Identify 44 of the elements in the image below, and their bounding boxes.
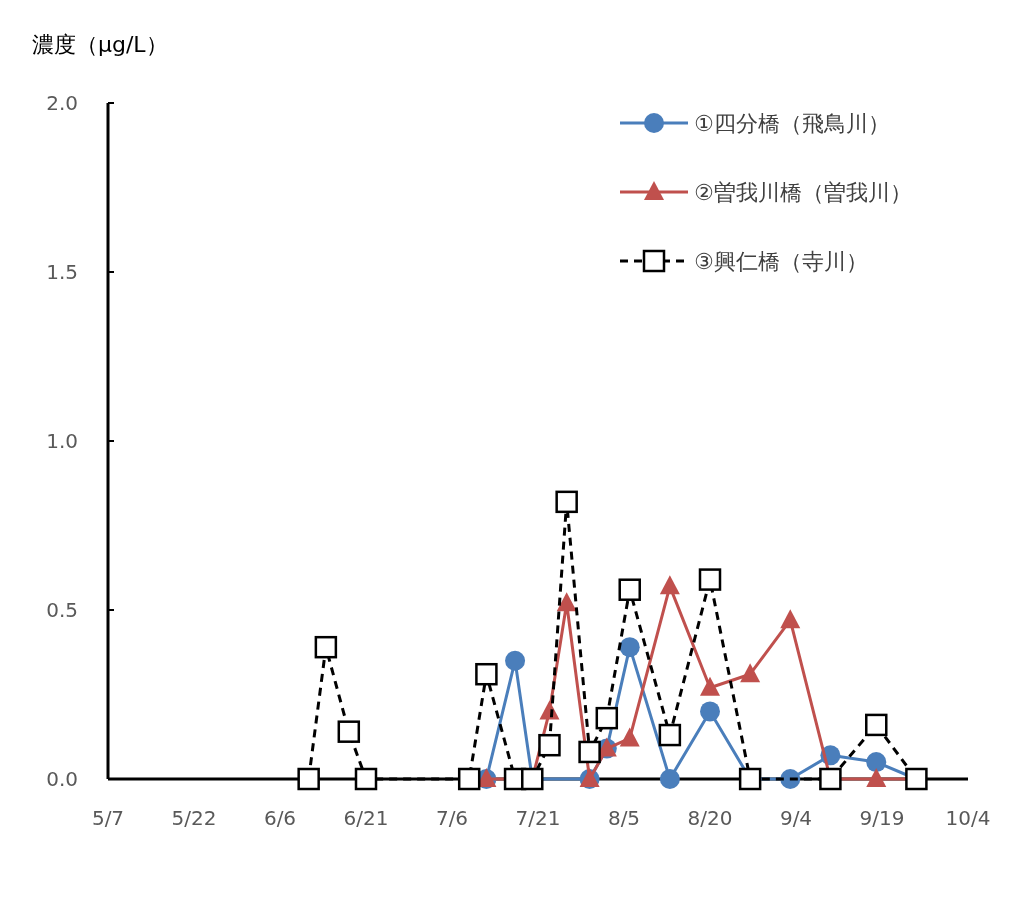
point (314, 635, 338, 659)
point (505, 650, 526, 671)
y-tick-label: 1.0 (46, 429, 78, 453)
point (740, 663, 761, 683)
point (619, 727, 640, 747)
x-tick-label: 10/4 (945, 806, 991, 830)
x-tick-label: 5/7 (91, 806, 125, 830)
x-tick-label: 6/21 (343, 806, 389, 830)
y-tick-label: 0.5 (46, 598, 78, 622)
point (659, 769, 680, 789)
point (866, 752, 887, 773)
legend-label: ①四分橋（飛鳥川） (694, 111, 890, 136)
point (457, 767, 481, 791)
point (578, 740, 601, 764)
point (538, 733, 561, 757)
point (595, 706, 619, 730)
point (658, 723, 682, 747)
x-tick-label: 5/22 (171, 806, 217, 830)
x-tick-label: 8/20 (687, 806, 733, 830)
point (698, 568, 722, 591)
point (700, 676, 720, 696)
point (659, 575, 680, 595)
y-axis-title: 濃度（μg/L） (32, 32, 168, 57)
point (780, 609, 801, 629)
y-tick-label: 1.5 (46, 260, 78, 284)
legend-label: ②曽我川橋（曽我川） (694, 180, 912, 205)
point (819, 767, 842, 791)
point (866, 768, 887, 787)
y-tick-label: 0.0 (46, 767, 78, 791)
x-tick-label: 8/5 (607, 806, 641, 830)
point (700, 701, 720, 722)
point (354, 767, 378, 791)
point (619, 637, 640, 658)
point (297, 767, 320, 791)
y-tick-label: 2.0 (46, 91, 78, 115)
x-tick-label: 9/19 (859, 806, 905, 830)
x-tick-label: 7/6 (435, 806, 469, 830)
legend-label: ③興仁橋（寺川） (694, 249, 868, 274)
x-tick-label: 9/4 (779, 806, 813, 830)
point (865, 713, 888, 737)
point (556, 592, 577, 612)
x-tick-label: 6/6 (263, 806, 297, 830)
x-tick-label: 7/21 (515, 806, 561, 830)
point (337, 720, 361, 743)
